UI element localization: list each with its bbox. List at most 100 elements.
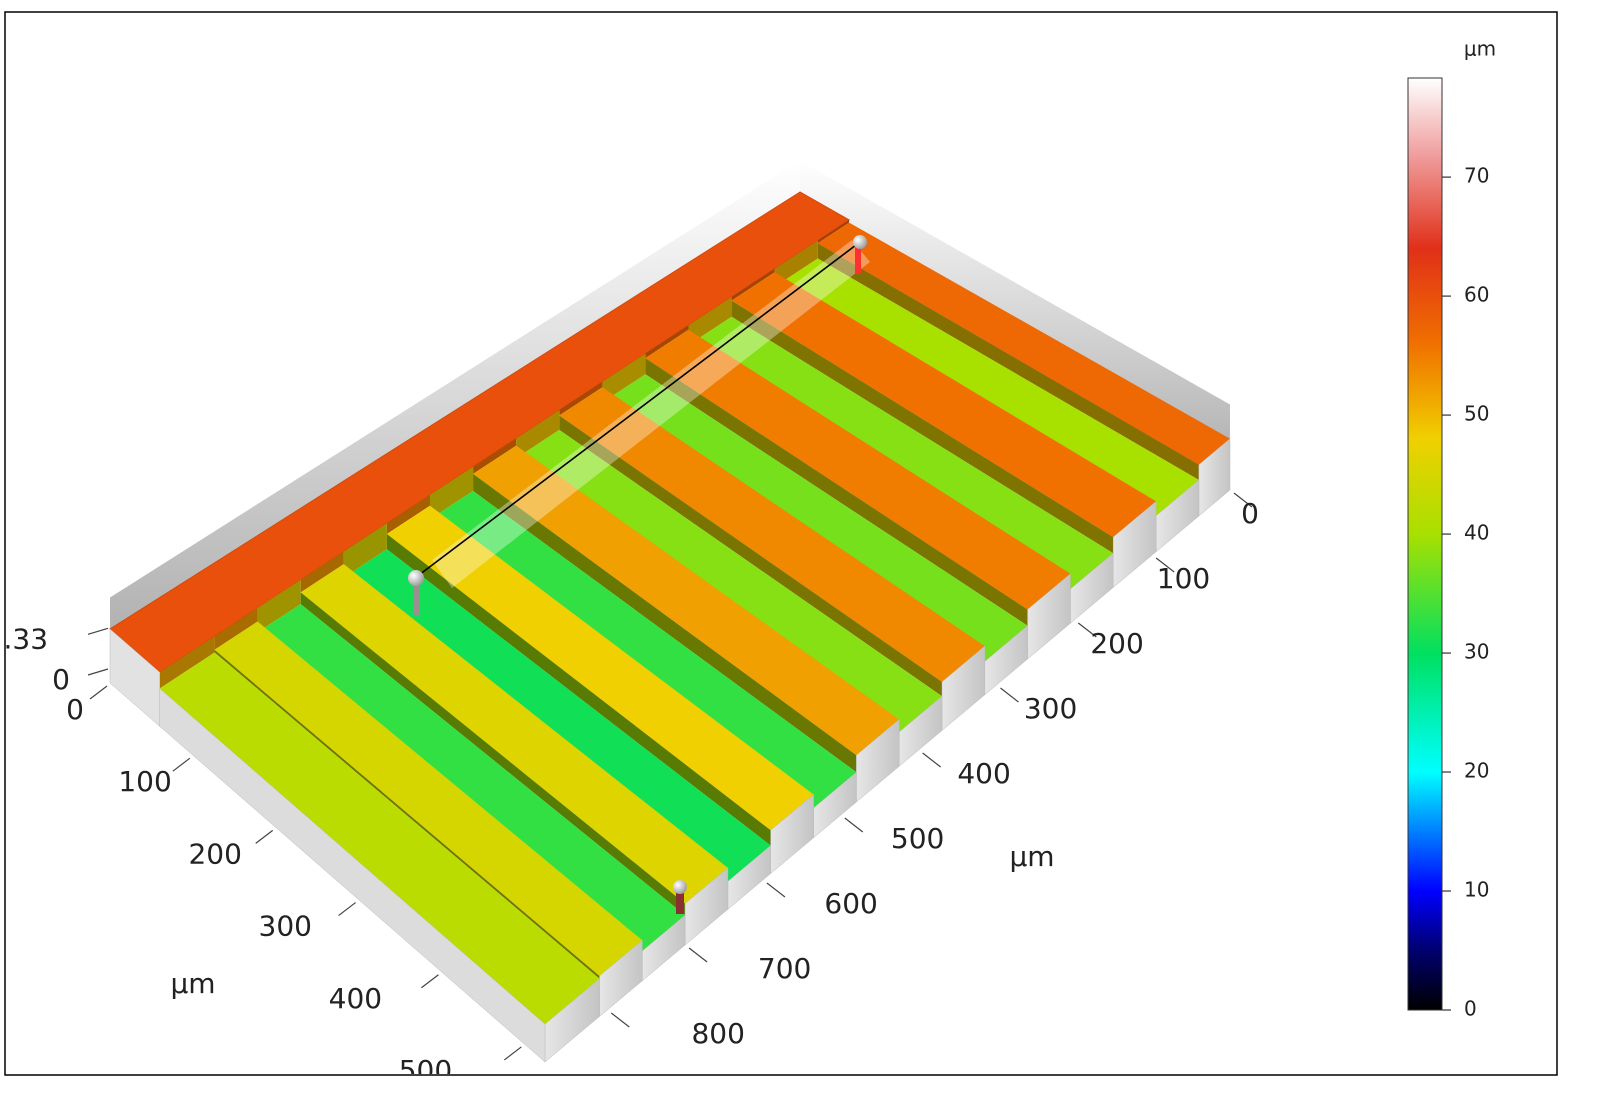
x-tick (1155, 557, 1175, 573)
colorbar-scale (1407, 77, 1443, 1011)
x-tick-label: 400 (957, 757, 1010, 790)
step-face (602, 353, 646, 403)
x-tick-label: 500 (891, 822, 944, 855)
x-tick (1000, 687, 1019, 703)
side-wall (159, 687, 546, 1063)
step-face (159, 636, 215, 689)
step-face (386, 534, 771, 846)
y-tick (89, 685, 108, 700)
step-face (214, 649, 600, 979)
marker-pin (676, 890, 684, 914)
x-tick (922, 752, 942, 768)
step-face (386, 494, 430, 534)
x-tick (1233, 492, 1253, 508)
x-tick-label: 700 (758, 952, 811, 985)
x-tick (610, 1012, 630, 1028)
y-tick-label: 0 (66, 693, 84, 726)
step-face (214, 608, 258, 650)
step-face (300, 551, 344, 593)
y-tick-label: 400 (329, 982, 382, 1015)
colorbar-label: μm (1464, 37, 1496, 61)
band-surface (516, 429, 942, 732)
x-tick (844, 817, 864, 833)
band-surface (214, 621, 643, 976)
y-tick (172, 757, 191, 772)
step-face (473, 473, 857, 773)
plot-area (109, 160, 1231, 1063)
x-tick-label: 800 (691, 1017, 744, 1050)
colorbar: μm 0 10 20 30 40 50 60 70 (1407, 37, 1496, 1021)
step-face (688, 297, 732, 346)
band-surface (300, 564, 728, 904)
x-tick (766, 882, 786, 898)
step-face (430, 466, 474, 520)
band-surface (602, 374, 1028, 662)
x-tick-label: 100 (1157, 562, 1210, 595)
x-tick (688, 947, 708, 963)
z-tick-label: .33 (4, 622, 49, 655)
band-surface (430, 491, 857, 808)
step-face (343, 523, 387, 578)
marker-ball (853, 235, 867, 249)
colorbar-tick-label: 70 (1464, 164, 1489, 188)
x-tick (1077, 622, 1097, 638)
y-tick (421, 974, 439, 989)
profile-line (414, 241, 861, 579)
z-tick (87, 668, 109, 676)
colorbar-tick-label: 50 (1464, 402, 1489, 426)
profile-band (432, 240, 870, 588)
y-tick-label: 100 (118, 765, 171, 798)
band-surface (559, 387, 985, 682)
band-surface (473, 445, 900, 756)
colorbar-tick-label: 20 (1464, 759, 1489, 783)
x-tick-label: 300 (1024, 692, 1077, 725)
step-face (473, 438, 517, 474)
band-surface (774, 258, 1199, 516)
band-surface (817, 222, 1230, 465)
x-tick-label: 200 (1090, 627, 1143, 660)
x-tick-label: 0 (1241, 497, 1259, 530)
step-face (516, 410, 560, 459)
y-tick (503, 1046, 522, 1061)
step-face (731, 300, 1114, 554)
step-face (559, 381, 603, 416)
step-face (300, 592, 686, 916)
marker-pin (414, 580, 420, 616)
colorbar-tick-label: 60 (1464, 283, 1489, 307)
colorbar-tick-label: 30 (1464, 640, 1489, 664)
marker-ball (673, 880, 687, 894)
step-face (817, 243, 1199, 480)
y-axis-label: μm (170, 967, 215, 1000)
colorbar-tick-label: 40 (1464, 521, 1489, 545)
y-tick-label: 300 (259, 910, 312, 943)
x-axis-label: μm (1009, 840, 1054, 873)
axes: μm μm 0 100 200 300 400 500 600 700 800 0 100 200 30… (4, 492, 1259, 1087)
measurement-overlay (408, 235, 870, 914)
y-tick (338, 902, 356, 917)
marker-pin (855, 244, 861, 274)
colorbar-tick-label: 10 (1464, 878, 1489, 902)
band-surface (159, 652, 600, 1025)
band-surface (343, 549, 771, 882)
z-tick (87, 627, 109, 635)
z-tick-label: 0 (52, 663, 70, 696)
step-face (817, 219, 850, 244)
step-face (731, 268, 775, 301)
y-tick (255, 829, 274, 844)
marker-ball (408, 570, 424, 586)
y-tick-label: 200 (188, 837, 241, 870)
band-surface (257, 604, 686, 951)
band-surface (688, 316, 1114, 589)
step-face (257, 579, 301, 633)
x-tick-label: 600 (824, 887, 877, 920)
y-tick-label: 500 (399, 1054, 452, 1087)
band-surface (731, 272, 1157, 538)
colorbar-tick-label: 0 (1464, 997, 1477, 1021)
step-face (774, 240, 818, 287)
step-face (645, 325, 689, 359)
band-surface (386, 505, 814, 831)
step-face (645, 358, 1028, 626)
step-face (559, 415, 942, 697)
